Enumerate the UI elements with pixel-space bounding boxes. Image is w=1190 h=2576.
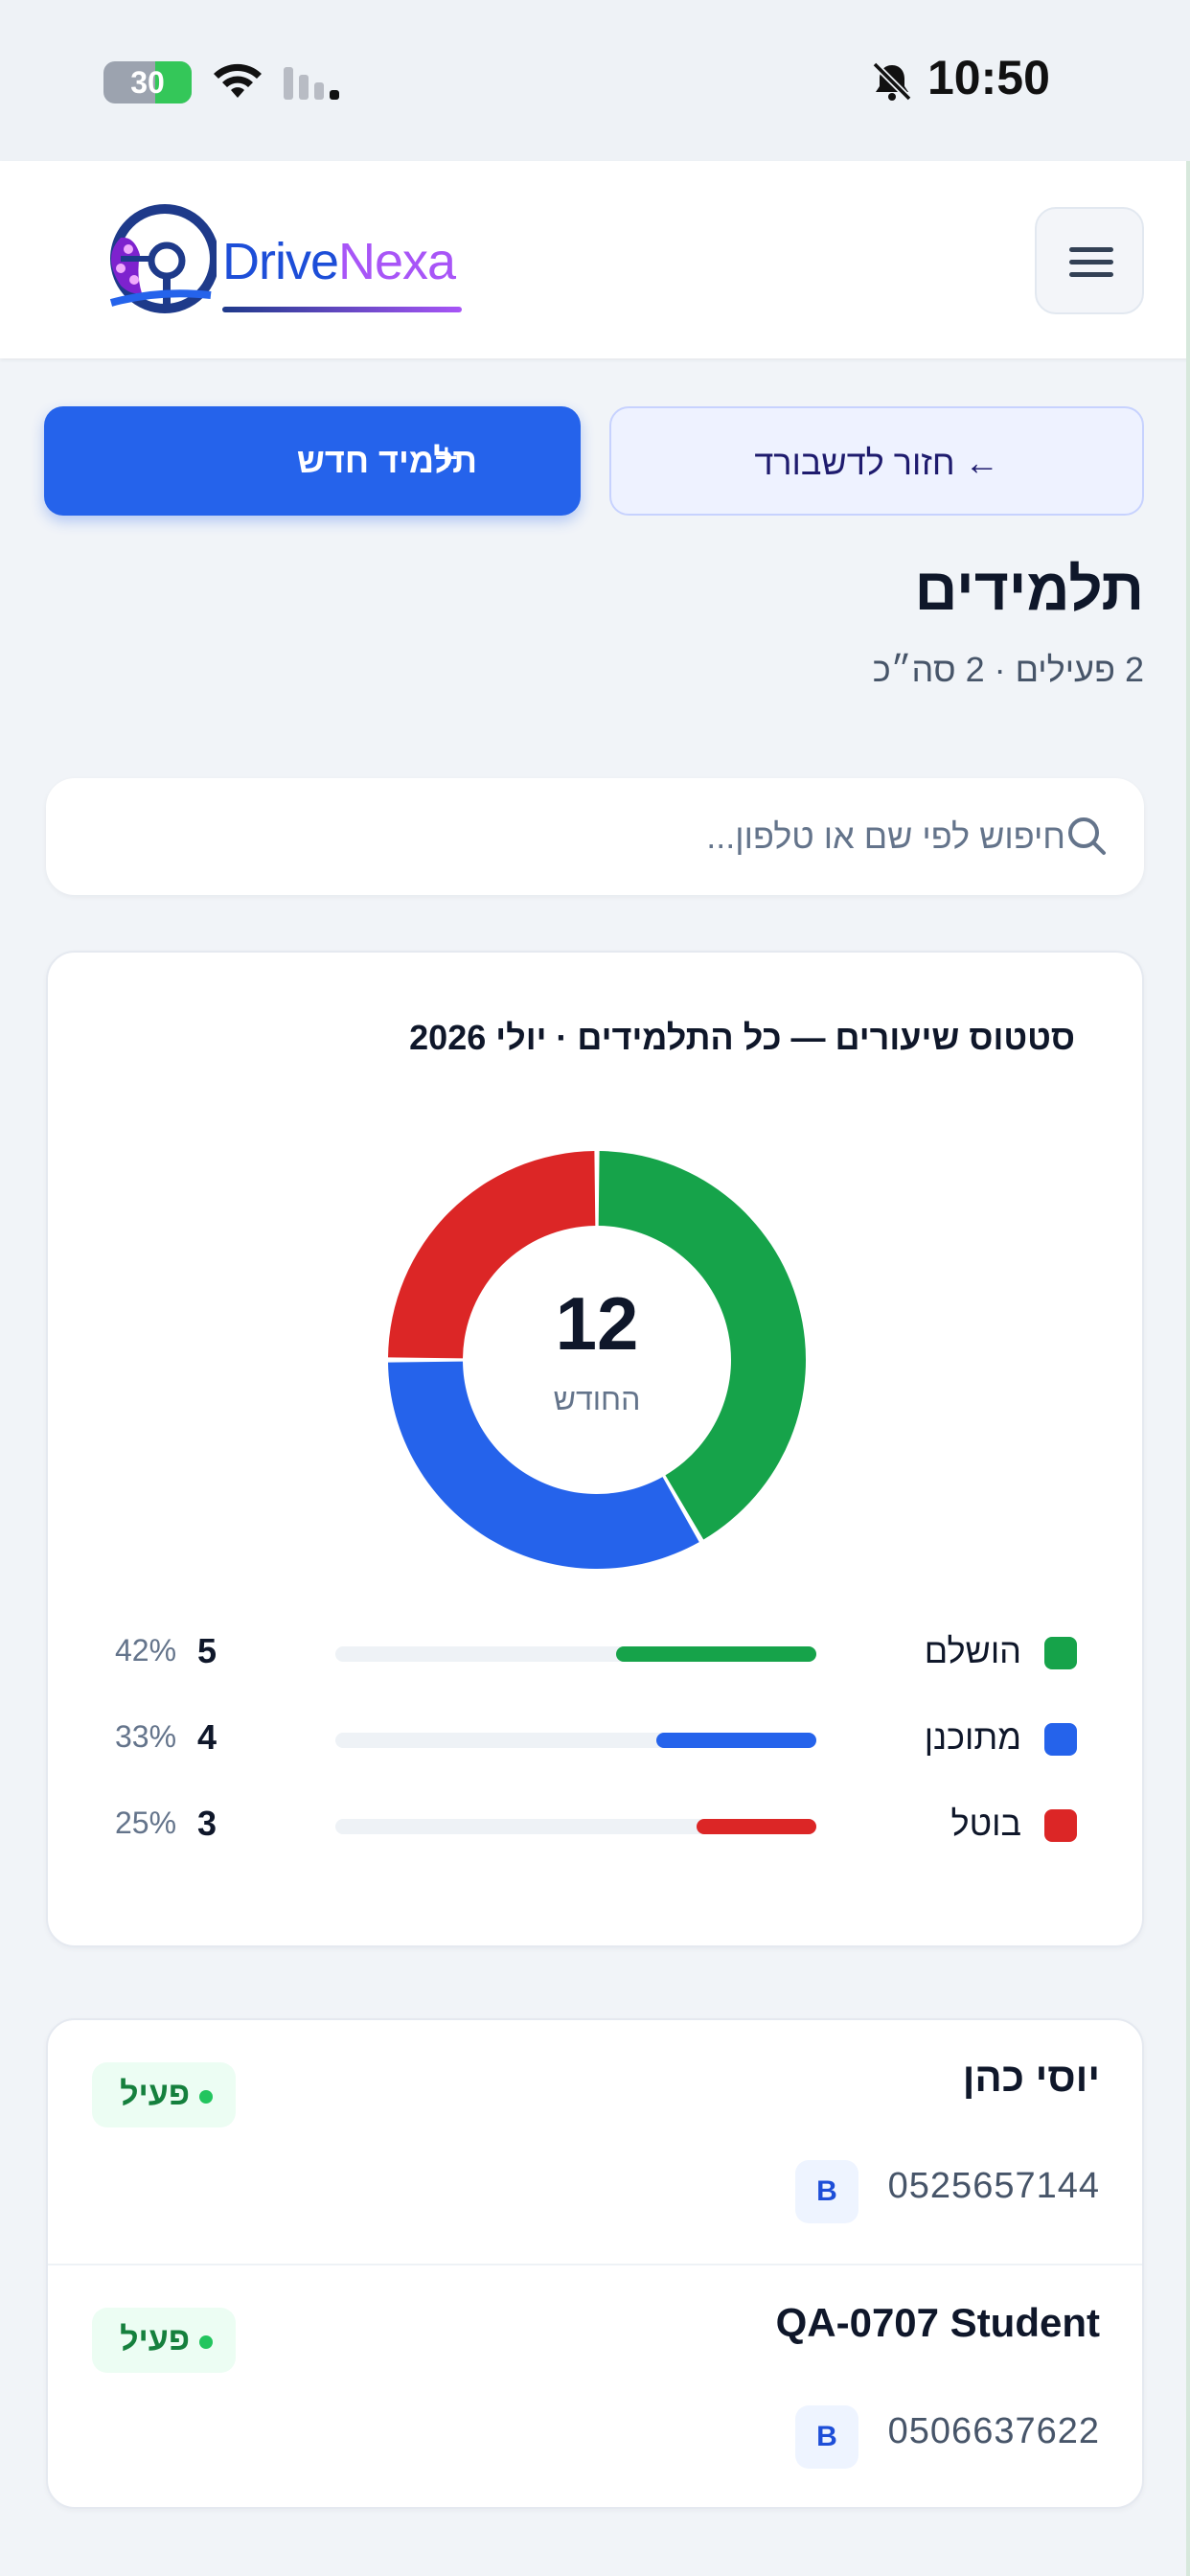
legend-percent: 33% (115, 1719, 177, 1754)
legend-swatch (1044, 1723, 1077, 1756)
legend-row-scheduled: מתוכנן 4 33% (48, 1710, 1146, 1767)
legend-label: הושלם (924, 1631, 1021, 1670)
legend-label: מתוכנן (924, 1717, 1021, 1757)
cellular-signal-icon (284, 67, 339, 100)
logo-underline (222, 307, 462, 312)
chart-center-label: החודש (553, 1382, 641, 1416)
donut-slice-1 (388, 1361, 699, 1569)
status-dot-icon (199, 2090, 213, 2104)
plus-icon: + (434, 434, 459, 481)
search-icon (1068, 817, 1106, 855)
new-student-button[interactable]: + תלמיד חדש (44, 406, 581, 516)
status-dot-icon (199, 2335, 213, 2349)
lesson-status-card: סטטוס שיעורים — כל התלמידים · יולי 2026 … (46, 951, 1144, 1947)
chart-title: סטטוס שיעורים — כל התלמידים · יולי 2026 (409, 1018, 1075, 1057)
student-name: QA-0707 Student (775, 2300, 1100, 2345)
license-class-badge: B (795, 2160, 858, 2223)
legend-percent: 25% (115, 1806, 177, 1840)
students-list: יוסי כהן 0525657144 B פעיל QA-0707 Stude… (46, 2018, 1144, 2509)
battery-level: 30 (130, 65, 165, 100)
student-row[interactable]: QA-0707 Student 0506637622 B פעיל (48, 2266, 1142, 2507)
legend-percent: 42% (115, 1633, 177, 1668)
logo-wordmark: DriveNexa (222, 233, 456, 290)
legend-count: 3 (197, 1804, 217, 1843)
license-class-badge: B (795, 2405, 858, 2469)
legend-bar (655, 1733, 816, 1748)
status-badge: פעיל (92, 2062, 236, 2128)
clock: 10:50 (927, 51, 1050, 104)
search-box[interactable] (46, 778, 1144, 895)
legend-row-cancelled: בוטל 3 25% (48, 1796, 1146, 1853)
search-input[interactable] (84, 805, 1065, 868)
status-bar: 30 10:50 (0, 0, 1190, 161)
legend-bar (696, 1819, 816, 1834)
legend-count: 4 (197, 1717, 217, 1757)
donut-slice-0 (598, 1151, 806, 1540)
brain-steering-wheel-icon (109, 204, 217, 313)
student-phone: 0525657144 (887, 2166, 1100, 2206)
back-to-dashboard-button[interactable]: ← חזור לדשבורד (609, 406, 1144, 516)
status-badge: פעיל (92, 2308, 236, 2373)
legend-track (335, 1819, 816, 1834)
legend-row-completed: הושלם 5 42% (48, 1623, 1146, 1681)
legend-bar (615, 1646, 816, 1662)
legend-swatch (1044, 1637, 1077, 1669)
donut-slice-2 (388, 1151, 596, 1359)
battery-charging-icon: 30 (103, 61, 192, 104)
back-to-dashboard-label: ← חזור לדשבורד (754, 443, 999, 482)
row-divider (48, 2264, 1142, 2266)
legend-swatch (1044, 1809, 1077, 1842)
app-header: DriveNexa (0, 161, 1190, 358)
new-student-label: תלמיד חדש (296, 441, 477, 480)
donut-chart (388, 1151, 806, 1569)
chart-center-value: 12 (555, 1281, 639, 1366)
status-label: פעיל (120, 2321, 190, 2358)
legend-track (335, 1646, 816, 1662)
student-phone: 0506637622 (887, 2411, 1100, 2451)
student-name: יוסי כהן (962, 2055, 1100, 2100)
status-label: פעיל (120, 2076, 190, 2112)
wifi-icon (214, 63, 262, 98)
legend-track (335, 1733, 816, 1748)
page-edge (1186, 161, 1190, 2576)
student-row[interactable]: יוסי כהן 0525657144 B פעיל (48, 2020, 1142, 2266)
drivenexa-logo[interactable]: DriveNexa (92, 199, 475, 324)
legend-count: 5 (197, 1631, 217, 1670)
page-subtitle: 2 פעילים · 2 סה״כ (872, 650, 1144, 689)
page-title: תלמידים (914, 557, 1144, 623)
hamburger-menu-icon (1069, 247, 1113, 277)
menu-button[interactable] (1035, 207, 1144, 314)
bell-off-icon (872, 61, 912, 102)
legend-label: בוטל (950, 1804, 1021, 1843)
